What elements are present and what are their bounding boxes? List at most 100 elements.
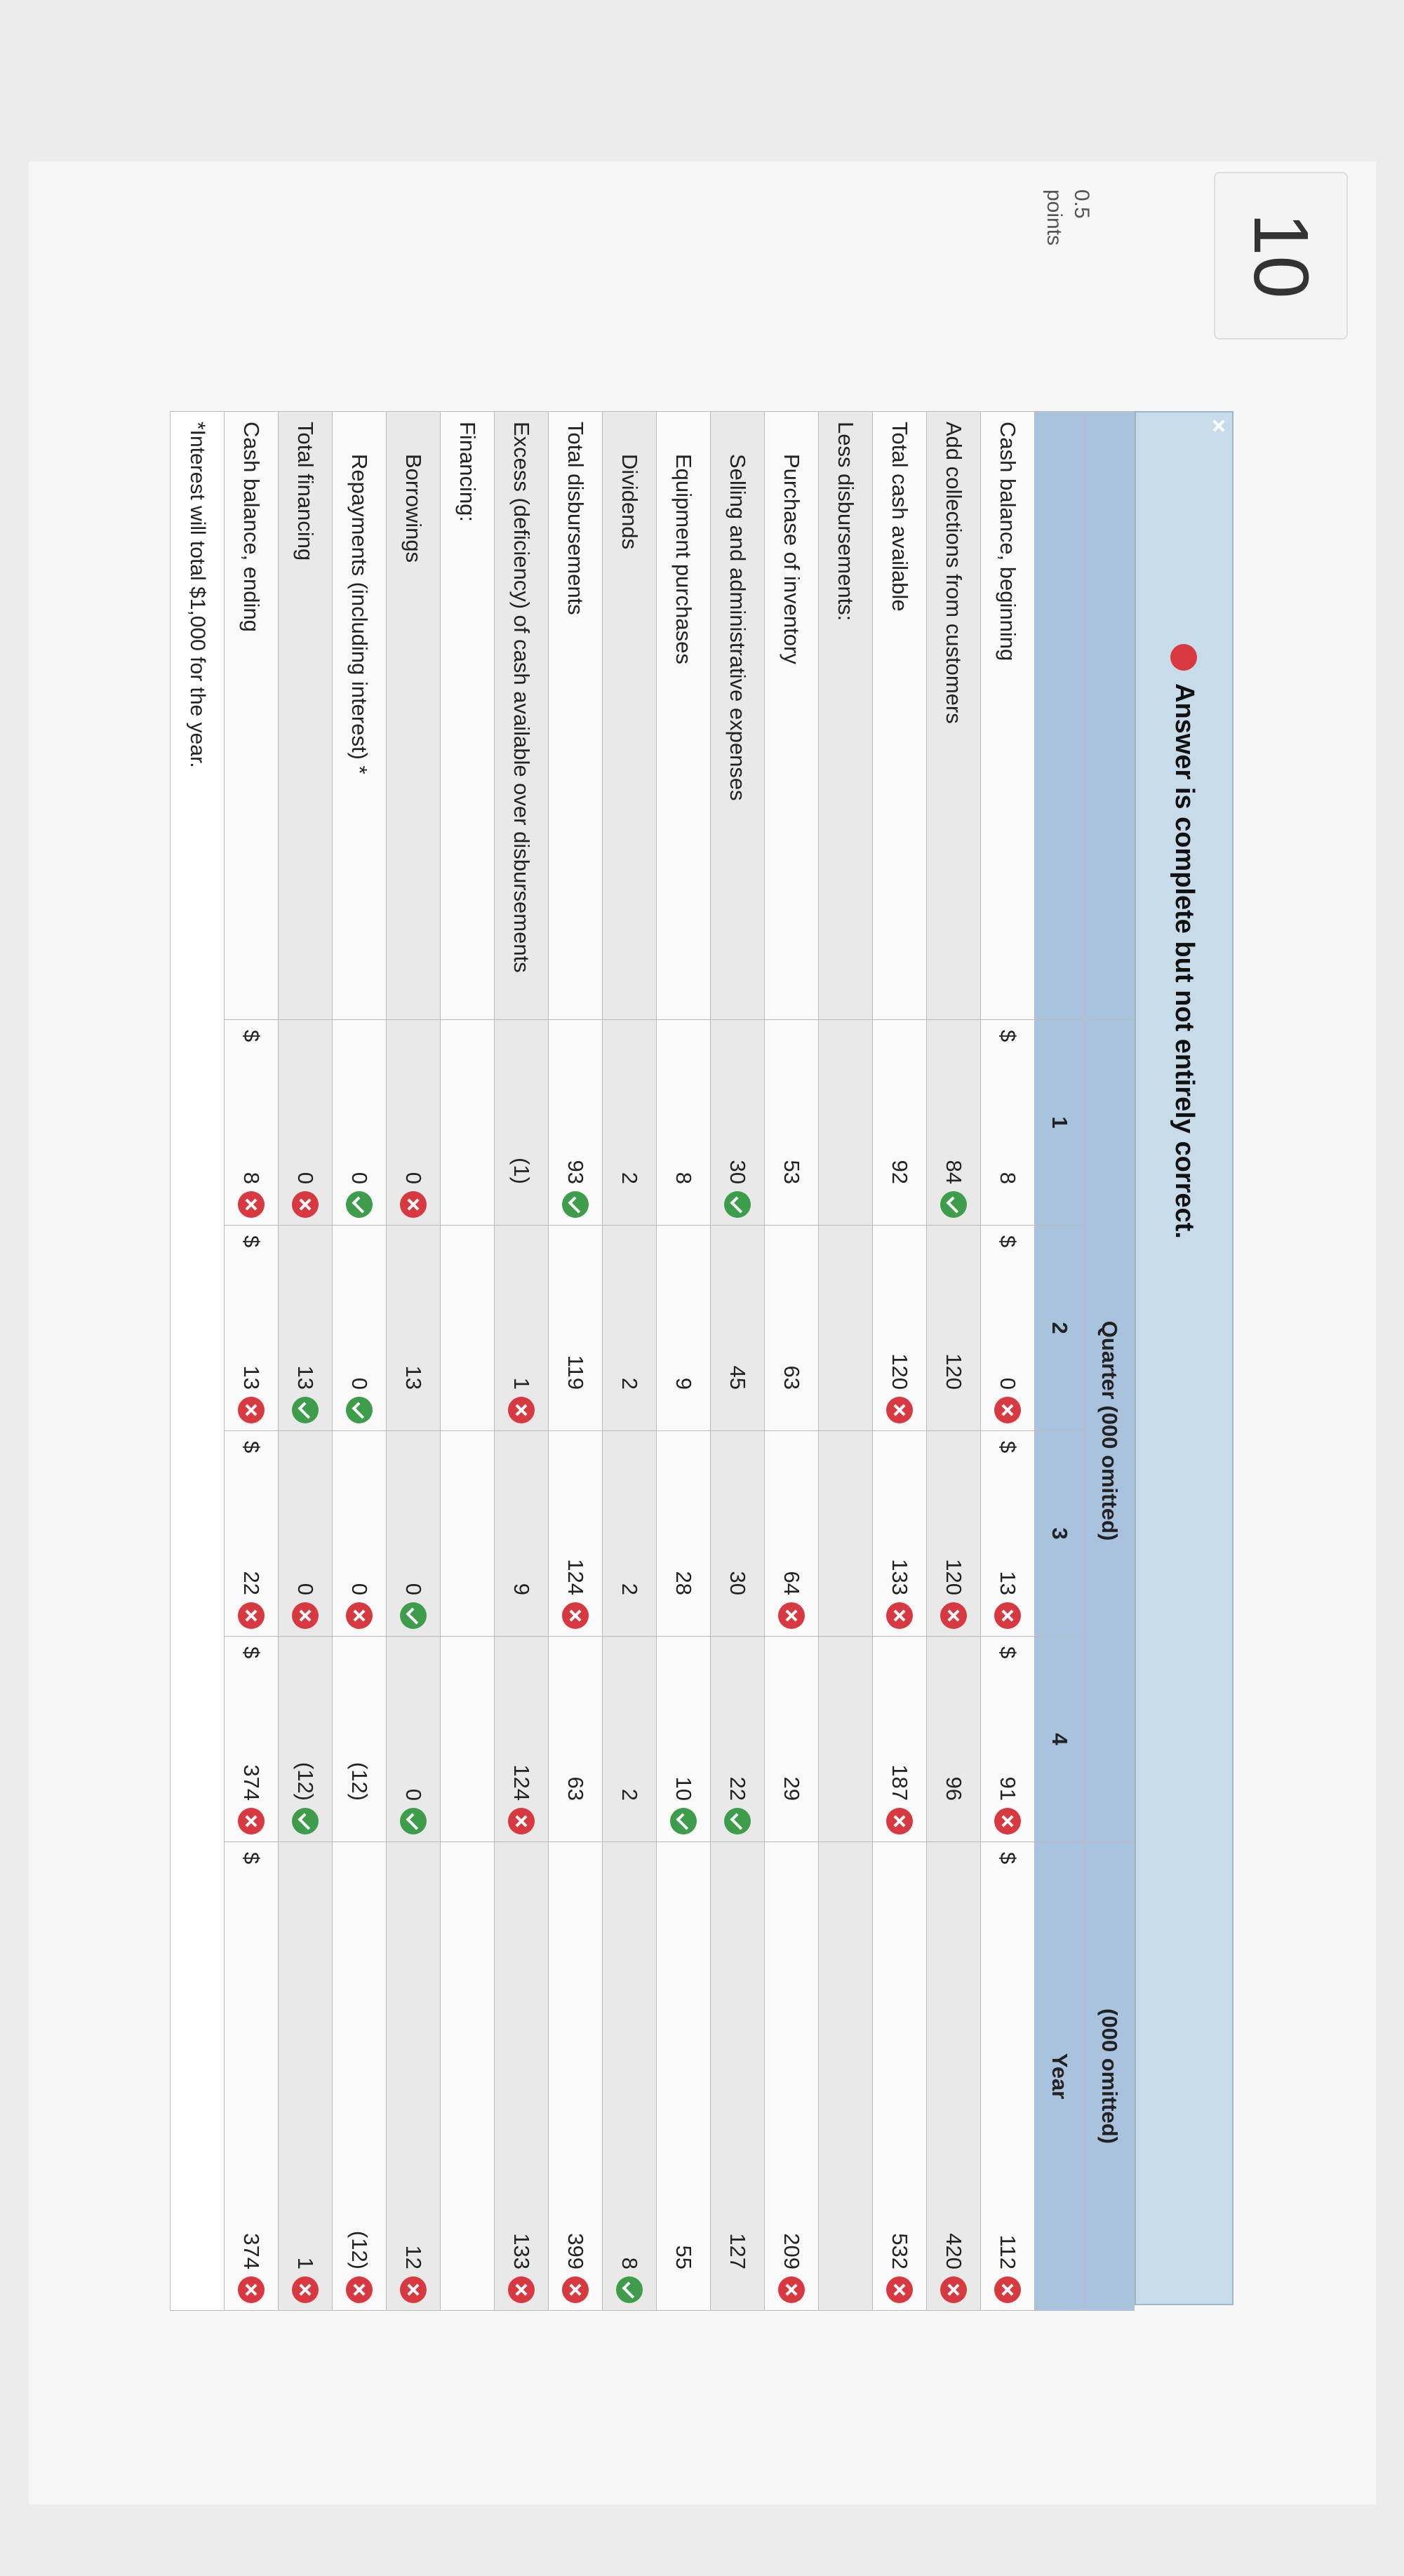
row-label: Repayments (including interest) *: [332, 411, 387, 1020]
value: 2: [617, 1583, 642, 1595]
dollar-sign: $: [996, 1852, 1020, 1865]
question-number: 10: [1214, 172, 1348, 340]
correct-icon: [670, 1808, 697, 1835]
dollar-sign: $: [239, 1646, 264, 1659]
column-header: 2: [1034, 1225, 1085, 1431]
incorrect-icon: [886, 1397, 913, 1423]
correct-icon: [562, 1191, 589, 1218]
incorrect-icon: [562, 1602, 589, 1629]
cell: 124: [548, 1430, 603, 1637]
value: 96: [942, 1776, 966, 1802]
correct-icon: [292, 1397, 319, 1423]
value: 91: [996, 1776, 1020, 1802]
cell: 2: [602, 1430, 657, 1637]
cell: $22: [224, 1430, 279, 1637]
incorrect-icon: [778, 1602, 805, 1629]
value: 29: [780, 1776, 804, 1802]
value: 1: [509, 1377, 534, 1390]
row-label: Selling and administrative expenses: [710, 411, 765, 1020]
value: (12): [347, 1762, 372, 1802]
cell: $374: [224, 1842, 279, 2311]
incorrect-icon: [994, 1397, 1021, 1423]
incorrect-icon: [238, 1191, 265, 1218]
value: 1: [293, 2257, 318, 2270]
row: Borrowings 0 13 0 0 12: [386, 411, 441, 2311]
value: 0: [401, 1583, 426, 1595]
cell: 119: [548, 1225, 603, 1431]
cell: 13: [278, 1225, 333, 1431]
cell: 63: [764, 1225, 819, 1431]
row: Total disbursements 93 119 124 63 399: [548, 411, 603, 2311]
value: 187: [888, 1764, 912, 1802]
dollar-sign: $: [996, 1235, 1020, 1248]
incorrect-icon: [238, 1602, 265, 1629]
value: 84: [942, 1160, 966, 1184]
value: 0: [347, 1583, 372, 1595]
incorrect-icon: [508, 1808, 535, 1835]
correct-icon: [346, 1397, 373, 1423]
row-label: Total disbursements: [548, 411, 603, 1020]
points-label: points: [1043, 189, 1066, 246]
cell: $13: [224, 1225, 279, 1431]
incorrect-icon: [994, 1602, 1021, 1629]
cell: 9: [494, 1430, 549, 1637]
value: 10: [671, 1776, 696, 1802]
value: 8: [996, 1172, 1020, 1184]
cell: 55: [656, 1842, 711, 2311]
cell: 28: [656, 1430, 711, 1637]
incorrect-icon: [508, 2276, 535, 2304]
dollar-sign: $: [996, 1646, 1020, 1659]
value: 9: [509, 1583, 534, 1595]
row: Total cash available 92 120 133 187 532: [872, 411, 927, 2311]
column-header: 4: [1034, 1636, 1085, 1842]
cell: $8: [980, 1019, 1035, 1226]
value: 55: [671, 2245, 696, 2270]
result-banner: Answer is complete but not entirely corr…: [1135, 411, 1233, 2305]
cell: 133: [494, 1842, 549, 2311]
dollar-sign: $: [239, 1235, 264, 1248]
value: 209: [780, 2233, 804, 2270]
cell: [818, 1019, 873, 1226]
row: Cash balance, ending $8 $13 $22 $374 $374: [224, 411, 279, 2311]
value: 0: [293, 1172, 318, 1184]
value: 420: [942, 2233, 966, 2270]
cell: 29: [764, 1636, 819, 1842]
row-label: Less disbursements:: [818, 411, 873, 1020]
banner-text: Answer is complete but not entirely corr…: [1170, 683, 1199, 1239]
value: 133: [888, 1559, 912, 1595]
value: 374: [239, 1764, 264, 1802]
value: 374: [239, 2233, 264, 2270]
cell: 209: [764, 1842, 819, 2311]
header-cell: [1034, 411, 1085, 1020]
value: 0: [347, 1377, 372, 1390]
dollar-sign: $: [239, 1441, 264, 1454]
cell: [818, 1636, 873, 1842]
dollar-sign: $: [996, 1441, 1020, 1454]
correct-icon: [616, 2276, 643, 2304]
value: 0: [401, 1788, 426, 1802]
cell: 1: [278, 1842, 333, 2311]
cell: (1): [494, 1019, 549, 1226]
cell: 0: [332, 1225, 387, 1431]
dollar-sign: $: [239, 1852, 264, 1865]
incorrect-icon: [292, 1602, 319, 1629]
value: 120: [888, 1353, 912, 1390]
value: 64: [780, 1571, 804, 1595]
row-label: Financing:: [440, 411, 495, 1020]
cell: 532: [872, 1842, 927, 2311]
row: Excess (deficiency) of cash available ov…: [494, 411, 549, 2311]
cell: $8: [224, 1019, 279, 1226]
correct-icon: [724, 1808, 751, 1835]
row-label: Equipment purchases: [656, 411, 711, 1020]
incorrect-icon: [886, 1602, 913, 1629]
cell: 30: [710, 1430, 765, 1637]
value: 8: [671, 1172, 696, 1184]
dollar-sign: $: [239, 1030, 264, 1042]
value: 13: [293, 1365, 318, 1390]
incorrect-icon: [1170, 644, 1198, 671]
points: 0.5 points: [1041, 189, 1095, 246]
value: 2: [617, 1377, 642, 1390]
cell: 13: [386, 1225, 441, 1431]
cell: $0: [980, 1225, 1035, 1431]
